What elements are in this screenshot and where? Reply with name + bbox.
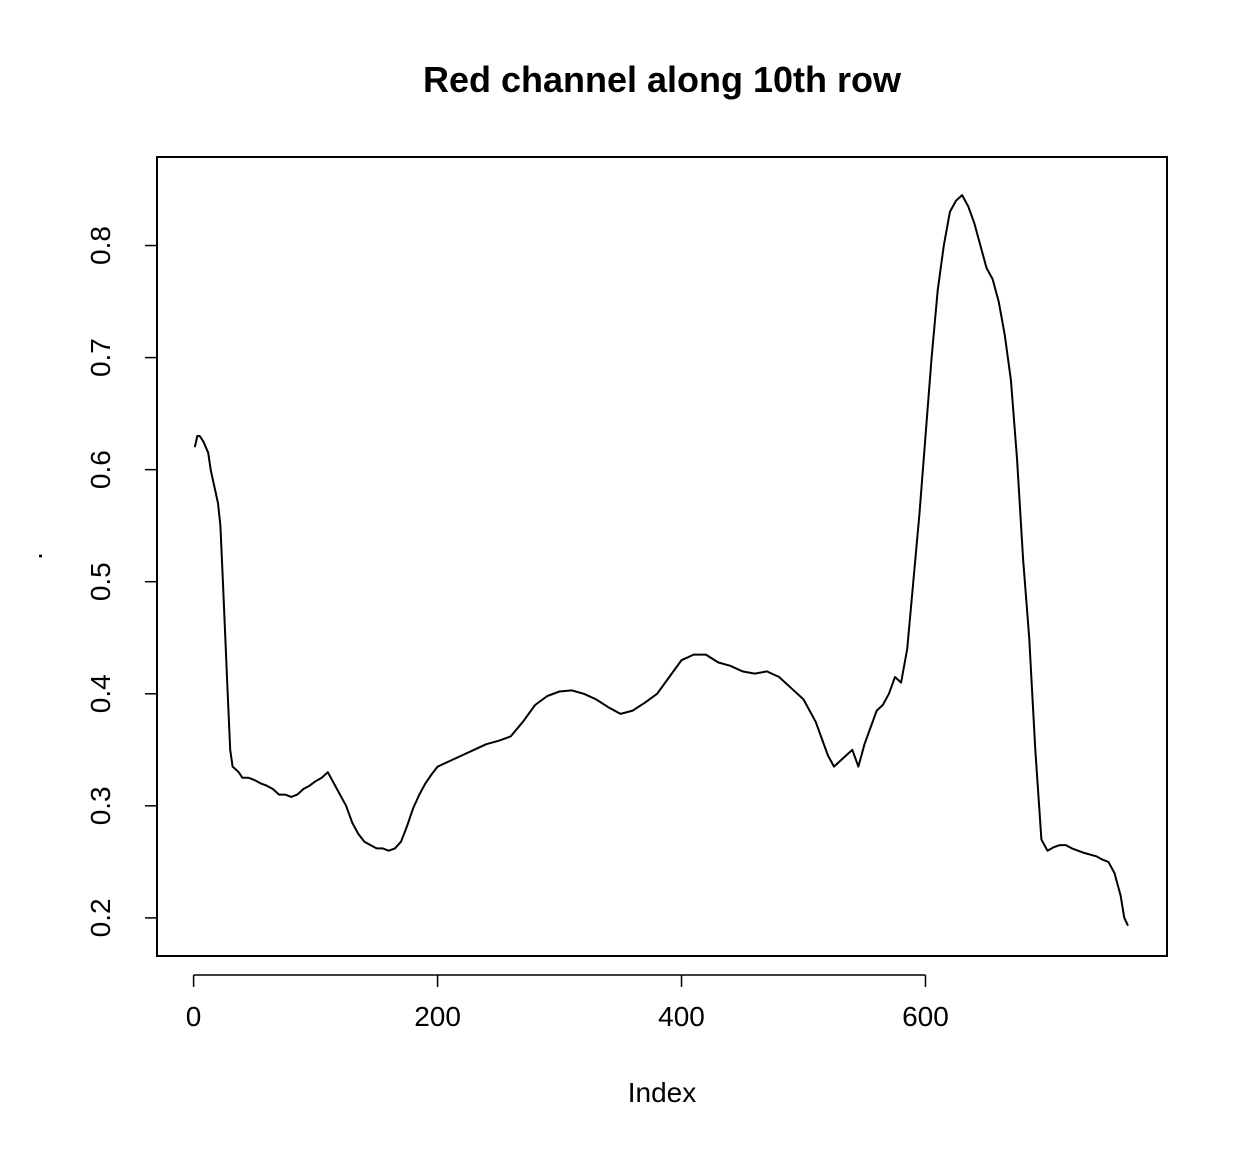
series-layer [193,194,1129,927]
x-tick-label: 0 [186,1001,202,1032]
y-tick-label: 0.7 [85,338,116,377]
y-tick-label: 0.6 [85,450,116,489]
plot-frame [156,156,1168,957]
y-tick-label: 0.8 [85,226,116,265]
x-axis-label: Index [628,1077,697,1108]
y-tick-label: 0.5 [85,562,116,601]
y-axis: 0.2 0.3 0.4 0.5 0.6 0.7 0.8 [85,226,158,937]
x-axis: 0 200 400 600 [186,974,949,1032]
y-tick-label: 0.2 [85,898,116,937]
y-tick-label: 0.4 [85,674,116,713]
y-tick-label: 0.3 [85,786,116,825]
chart-title: Red channel along 10th row [423,59,902,100]
x-tick-label: 600 [902,1001,949,1032]
x-tick-label: 400 [658,1001,705,1032]
y-axis-label: . [17,552,48,560]
series-line [193,194,1129,927]
x-tick-label: 200 [414,1001,461,1032]
